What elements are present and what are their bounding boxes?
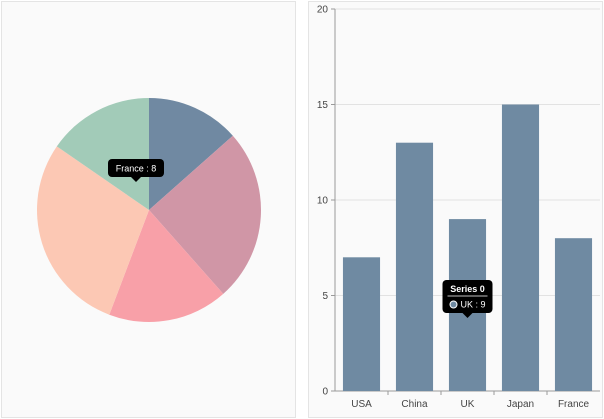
bar-tooltip-title: Series 0: [450, 284, 485, 294]
y-tick-label-0: 0: [322, 387, 328, 398]
x-tick-label-japan: Japan: [507, 399, 534, 410]
bar-china[interactable]: [395, 142, 434, 391]
y-axis-ticks: 0 5 10 15 20: [317, 5, 335, 398]
pie-slice-france[interactable]: [56, 98, 149, 210]
bar-tooltip-marker: [449, 300, 458, 309]
pie-chart: France : 8: [37, 98, 261, 322]
bar-tooltip-pointer: [462, 313, 473, 318]
pie-slice-china[interactable]: [149, 135, 261, 294]
bar-tooltip: Series 0 UK : 9: [442, 280, 493, 318]
pie-slices: [37, 98, 261, 322]
x-tick-label-uk: UK: [461, 399, 475, 410]
x-axis-ticks: USA China UK Japan France: [351, 391, 589, 410]
x-tick-label-usa: USA: [351, 399, 372, 410]
pie-tooltip-pointer: [131, 177, 141, 182]
bar-chart: 0 5 10 15 20 USA China UK Japan France Series 0 UK …: [317, 5, 600, 410]
x-tick-label-china: China: [401, 399, 428, 410]
pie-tooltip: France : 8: [108, 159, 164, 182]
bar-usa[interactable]: [342, 257, 381, 391]
y-tick-label-15: 15: [317, 100, 329, 111]
x-tick-label-france: France: [558, 399, 590, 410]
pie-slice-japan[interactable]: [37, 146, 149, 315]
pie-tooltip-text: France : 8: [116, 164, 157, 174]
pie-slice-usa[interactable]: [149, 98, 233, 210]
pie-chart-panel: France : 8: [1, 1, 296, 418]
bar-chart-panel: 0 5 10 15 20 USA China UK Japan France Series 0 UK …: [308, 1, 603, 418]
bar-japan[interactable]: [501, 104, 540, 392]
y-tick-label-10: 10: [317, 196, 329, 207]
bar-series-0: [342, 104, 593, 392]
pie-tooltip-box: [108, 159, 164, 177]
bar-tooltip-text: UK : 9: [461, 300, 486, 310]
y-tick-label-20: 20: [317, 5, 329, 16]
pie-slice-uk[interactable]: [109, 210, 224, 322]
bar-france[interactable]: [554, 238, 593, 391]
y-tick-label-5: 5: [322, 291, 328, 302]
